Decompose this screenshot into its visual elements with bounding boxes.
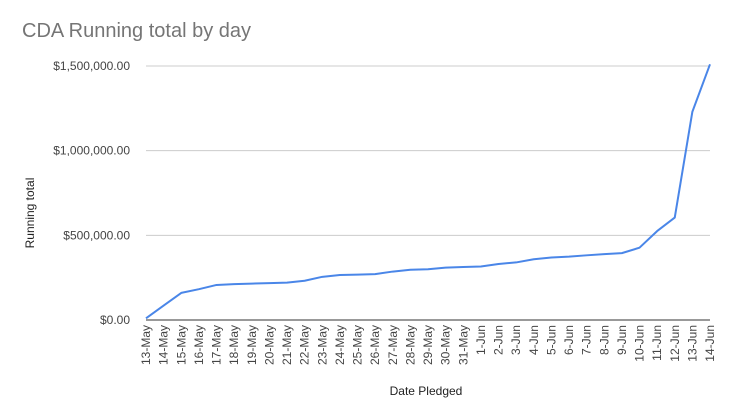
x-tick-label: 30-May [439, 325, 453, 365]
x-tick-label: 3-Jun [509, 325, 523, 355]
series-line [145, 63, 711, 320]
x-tick-label: 9-Jun [615, 325, 629, 355]
x-tick-label: 28-May [403, 325, 417, 365]
x-tick-label: 8-Jun [597, 325, 611, 355]
x-tick-label: 23-May [315, 325, 329, 365]
x-tick-label: 2-Jun [492, 325, 506, 355]
x-axis-title: Date Pledged [390, 384, 463, 398]
x-tick-label: 4-Jun [527, 325, 541, 355]
x-tick-label: 21-May [280, 325, 294, 365]
x-tick-label: 6-Jun [562, 325, 576, 355]
x-tick-label: 18-May [227, 325, 241, 365]
x-tick-label: 25-May [351, 325, 365, 365]
x-tick-label: 22-May [298, 325, 312, 365]
x-tick-label: 1-Jun [474, 325, 488, 355]
x-tick-label: 12-Jun [668, 325, 682, 362]
y-axis-title: Running total [23, 178, 37, 249]
x-tick-label: 14-Jun [703, 325, 717, 362]
y-tick-label: $1,500,000.00 [53, 59, 130, 73]
x-tick-label: 19-May [245, 325, 259, 365]
x-tick-label: 31-May [456, 325, 470, 365]
x-tick-label: 13-May [139, 325, 153, 365]
y-tick-label: $500,000.00 [63, 228, 130, 242]
x-tick-label: 5-Jun [544, 325, 558, 355]
y-tick-label: $0.00 [100, 313, 130, 327]
x-tick-label: 10-Jun [633, 325, 647, 362]
x-tick-label: 16-May [192, 325, 206, 365]
x-tick-label: 11-Jun [650, 325, 664, 361]
x-tick-label: 15-May [174, 325, 188, 365]
x-tick-label: 7-Jun [580, 325, 594, 355]
x-tick-label: 17-May [210, 325, 224, 365]
x-tick-label: 13-Jun [685, 325, 699, 362]
x-tick-label: 29-May [421, 325, 435, 365]
x-tick-label: 27-May [386, 325, 400, 365]
y-tick-label: $1,000,000.00 [53, 144, 130, 158]
chart-title: CDA Running total by day [22, 20, 252, 42]
x-tick-label: 24-May [333, 325, 347, 365]
x-tick-label: 14-May [157, 325, 171, 365]
x-tick-label: 20-May [262, 325, 276, 365]
x-tick-label: 26-May [368, 325, 382, 365]
